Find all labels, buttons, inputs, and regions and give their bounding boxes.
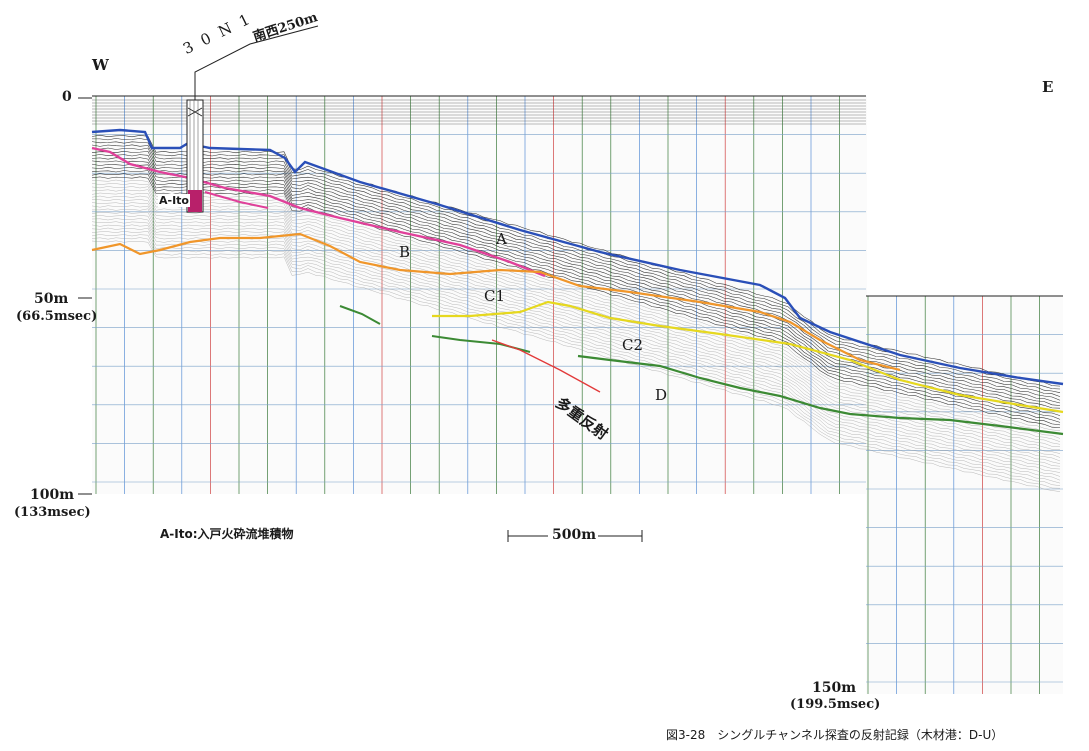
horizon-c1-line (91, 232, 901, 372)
unit-note-label: A-Ito (158, 194, 190, 207)
borehole-leader-line (194, 25, 319, 100)
horizon-c1-label: C1 (484, 287, 506, 305)
horizon-b-label: B (399, 243, 411, 261)
time-label-100: (133msec) (14, 505, 91, 520)
scale-bar-label: 500m (552, 527, 597, 543)
horizon-d-label: D (655, 386, 668, 404)
horizon-c2-label: C2 (622, 336, 644, 354)
borehole-ito-unit (188, 190, 202, 212)
depth-label-0: 0 (62, 89, 72, 105)
east-label: E (1042, 78, 1054, 96)
scale-bar (507, 530, 643, 542)
depth-axis-ticks (78, 97, 92, 495)
time-label-150: (199.5msec) (790, 697, 881, 712)
legend-text: A-Ito:入戸火砕流堆積物 (160, 527, 294, 541)
horizon-d-west-line (339, 305, 381, 325)
horizon-a-label: A (496, 230, 507, 248)
horizon-a-line (91, 128, 1064, 386)
depth-label-50: 50m (34, 291, 69, 307)
depth-label-100: 100m (30, 487, 75, 503)
horizon-b-upper-line (204, 191, 269, 209)
horizon-b-line (91, 146, 546, 278)
figure-caption: 図3-28 シングルチャンネル探査の反射記録（木材港：D-U） (666, 728, 1004, 742)
horizon-c2-line (432, 300, 1064, 414)
west-label: W (92, 56, 109, 74)
record-panel-extension (866, 296, 1063, 694)
time-label-50: (66.5msec) (16, 309, 98, 324)
horizon-d-line (577, 354, 1064, 436)
depth-label-150: 150m (812, 680, 857, 696)
multiple-reflection-line (491, 339, 601, 393)
borehole-column (186, 99, 204, 213)
